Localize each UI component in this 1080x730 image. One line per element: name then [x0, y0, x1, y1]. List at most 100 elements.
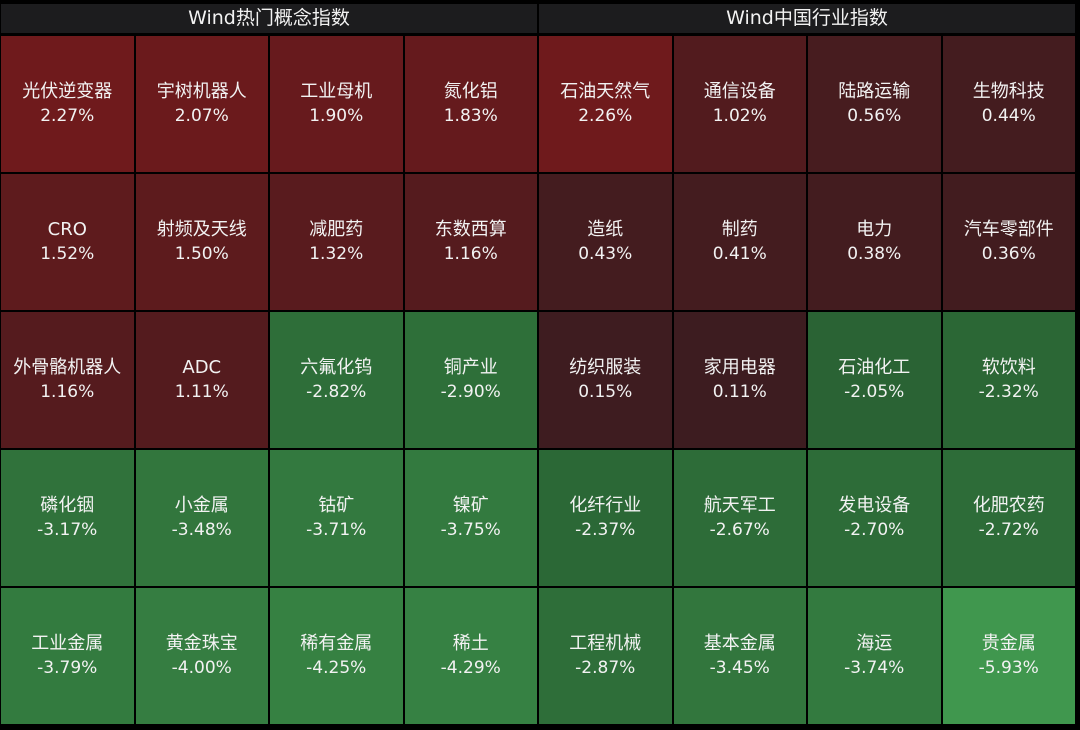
tile-name: 陆路运输 — [838, 81, 911, 102]
tile-name: 磷化铟 — [40, 495, 95, 516]
tile-change: -3.75% — [440, 520, 501, 540]
tile: 工业金属 -3.79% — [1, 588, 134, 724]
tile: 家用电器 0.11% — [673, 312, 806, 448]
tile-name: 东数西算 — [434, 219, 507, 240]
tile-name: 基本金属 — [703, 633, 776, 654]
tile-name: 外骨骼机器人 — [13, 357, 122, 378]
tile: 光伏逆变器 2.27% — [1, 36, 134, 172]
panel-title: Wind中国行业指数 — [539, 4, 1075, 33]
tile-name: 工程机械 — [569, 633, 642, 654]
tile: 东数西算 1.16% — [404, 174, 537, 310]
panel: Wind热门概念指数 光伏逆变器 2.27% 宇树机器人 2.07% 工业母机 1.90%… — [1, 4, 537, 726]
tile-change: 1.32% — [309, 244, 364, 264]
tile-change: 0.56% — [847, 106, 902, 126]
tile-name: 航天军工 — [703, 495, 776, 516]
tile: 通信设备 1.02% — [673, 36, 806, 172]
tile-name: 射频及天线 — [156, 219, 247, 240]
tile-change: 1.02% — [712, 106, 767, 126]
tile-change: -2.90% — [440, 382, 501, 402]
tile-change: -5.93% — [978, 658, 1039, 678]
tile-name: 小金属 — [174, 495, 229, 516]
tile-change: 2.07% — [174, 106, 229, 126]
tile: 宇树机器人 2.07% — [135, 36, 268, 172]
tile-name: 氮化铝 — [443, 81, 498, 102]
tile: 造纸 0.43% — [539, 174, 672, 310]
tile-change: -3.45% — [709, 658, 770, 678]
tile-change: -2.87% — [575, 658, 636, 678]
tile-change: -2.37% — [575, 520, 636, 540]
tile-change: -3.17% — [37, 520, 98, 540]
tile: 纺织服装 0.15% — [539, 312, 672, 448]
tile-name: 化肥农药 — [972, 495, 1045, 516]
tile-name: 造纸 — [587, 219, 624, 240]
tile-name: 工业金属 — [31, 633, 104, 654]
tile-name: 生物科技 — [972, 81, 1045, 102]
tile-name: 黄金珠宝 — [165, 633, 238, 654]
tile-change: -3.79% — [37, 658, 98, 678]
tile: 发电设备 -2.70% — [808, 450, 941, 586]
tile-change: -2.32% — [978, 382, 1039, 402]
tile-name: 化纤行业 — [569, 495, 642, 516]
tile-change: -4.29% — [440, 658, 501, 678]
tile: 稀土 -4.29% — [404, 588, 537, 724]
tile: 海运 -3.74% — [808, 588, 941, 724]
tile-name: 铜产业 — [443, 357, 498, 378]
tile-name: 稀土 — [452, 633, 489, 654]
tile-change: -2.72% — [978, 520, 1039, 540]
tile: 钴矿 -3.71% — [270, 450, 403, 586]
tile-name: 制药 — [721, 219, 758, 240]
tile-change: -3.74% — [844, 658, 905, 678]
tile-change: 0.41% — [712, 244, 767, 264]
tile: 铜产业 -2.90% — [404, 312, 537, 448]
panel-title: Wind热门概念指数 — [1, 4, 537, 33]
tile: 制药 0.41% — [673, 174, 806, 310]
tile-grid: 石油天然气 2.26% 通信设备 1.02% 陆路运输 0.56% 生物科技 0.44% 造纸 0… — [539, 36, 1075, 724]
tile-name: 电力 — [856, 219, 893, 240]
tile-change: 1.16% — [443, 244, 498, 264]
tile: 射频及天线 1.50% — [135, 174, 268, 310]
tile-change: -2.05% — [844, 382, 905, 402]
tile: 航天军工 -2.67% — [673, 450, 806, 586]
tile: 化肥农药 -2.72% — [942, 450, 1075, 586]
tile-name: 工业母机 — [300, 81, 373, 102]
tile-name: 家用电器 — [703, 357, 776, 378]
tile: 小金属 -3.48% — [135, 450, 268, 586]
tile-name: 贵金属 — [981, 633, 1036, 654]
tile: 黄金珠宝 -4.00% — [135, 588, 268, 724]
tile-name: 纺织服装 — [569, 357, 642, 378]
tile: 六氟化钨 -2.82% — [270, 312, 403, 448]
tile-change: 2.27% — [40, 106, 95, 126]
tile-name: 六氟化钨 — [300, 357, 373, 378]
tile: 生物科技 0.44% — [942, 36, 1075, 172]
tile-change: 0.38% — [847, 244, 902, 264]
tile-name: 钴矿 — [318, 495, 355, 516]
tile-name: 软饮料 — [981, 357, 1036, 378]
tile-change: 0.36% — [981, 244, 1036, 264]
tile-name: 宇树机器人 — [156, 81, 247, 102]
tile-change: 1.52% — [40, 244, 95, 264]
tile-name: 稀有金属 — [300, 633, 373, 654]
tile-name: 光伏逆变器 — [22, 81, 113, 102]
tile-change: -2.67% — [709, 520, 770, 540]
tile-change: 1.90% — [309, 106, 364, 126]
tile: 汽车零部件 0.36% — [942, 174, 1075, 310]
tile: 稀有金属 -4.25% — [270, 588, 403, 724]
tile-change: 1.16% — [40, 382, 95, 402]
tile: 基本金属 -3.45% — [673, 588, 806, 724]
tile-change: 0.44% — [981, 106, 1036, 126]
tile: 镍矿 -3.75% — [404, 450, 537, 586]
tile: 磷化铟 -3.17% — [1, 450, 134, 586]
tile: 氮化铝 1.83% — [404, 36, 537, 172]
tile: 工程机械 -2.87% — [539, 588, 672, 724]
tile-change: 1.11% — [174, 382, 229, 402]
tile: CRO 1.52% — [1, 174, 134, 310]
tile-change: 2.26% — [578, 106, 633, 126]
tile: 减肥药 1.32% — [270, 174, 403, 310]
tile-name: 减肥药 — [309, 219, 364, 240]
tile: 石油天然气 2.26% — [539, 36, 672, 172]
tile: 化纤行业 -2.37% — [539, 450, 672, 586]
tile-name: 通信设备 — [703, 81, 776, 102]
tile-name: 镍矿 — [452, 495, 489, 516]
tile-change: -3.71% — [306, 520, 367, 540]
